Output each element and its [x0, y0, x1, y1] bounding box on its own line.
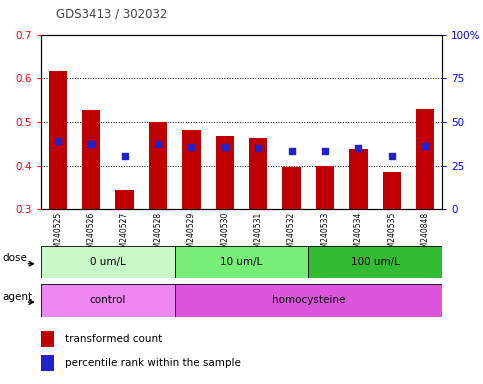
Bar — [182, 130, 200, 209]
Bar — [115, 190, 134, 209]
Point — [221, 144, 228, 150]
Bar — [82, 110, 100, 209]
Point — [388, 153, 396, 159]
Bar — [175, 284, 442, 317]
Text: GDS3413 / 302032: GDS3413 / 302032 — [56, 7, 167, 20]
Point — [187, 144, 195, 150]
Bar — [308, 246, 442, 278]
Bar — [383, 172, 401, 209]
Text: 0 um/L: 0 um/L — [90, 257, 126, 267]
Bar — [41, 331, 54, 348]
Bar — [41, 355, 54, 371]
Bar — [175, 246, 308, 278]
Point — [87, 141, 95, 147]
Bar — [416, 109, 434, 209]
Point — [421, 143, 429, 149]
Text: 10 um/L: 10 um/L — [220, 257, 263, 267]
Text: transformed count: transformed count — [65, 334, 162, 344]
Bar — [41, 246, 175, 278]
Bar — [349, 149, 368, 209]
Text: dose: dose — [2, 253, 27, 263]
Bar — [49, 71, 67, 209]
Bar — [149, 122, 167, 209]
Text: control: control — [90, 295, 126, 306]
Bar — [249, 138, 268, 209]
Point — [154, 141, 162, 147]
Text: agent: agent — [2, 291, 32, 301]
Point — [288, 148, 296, 154]
Point — [121, 153, 128, 159]
Point — [54, 137, 62, 144]
Bar — [283, 167, 301, 209]
Point — [321, 148, 329, 154]
Text: 100 um/L: 100 um/L — [351, 257, 399, 267]
Point — [255, 145, 262, 151]
Bar — [215, 136, 234, 209]
Text: percentile rank within the sample: percentile rank within the sample — [65, 358, 241, 368]
Bar — [41, 284, 175, 317]
Point — [355, 145, 362, 151]
Text: homocysteine: homocysteine — [271, 295, 345, 306]
Bar — [316, 166, 334, 209]
